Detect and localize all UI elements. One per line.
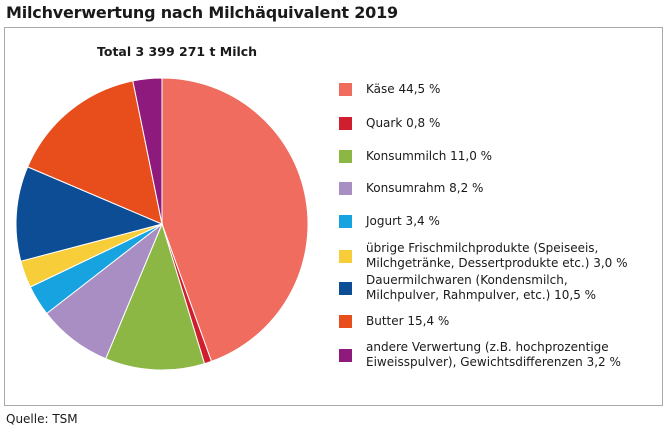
legend-label-5: übrige Frischmilchprodukte (Speiseeis, M… xyxy=(366,241,628,270)
pie-slice-0 xyxy=(161,77,309,363)
legend-swatch-8 xyxy=(339,348,352,362)
legend-item-3: Konsumrahm 8,2 % xyxy=(339,181,483,196)
legend-swatch-7 xyxy=(339,314,352,328)
pie-slice-6 xyxy=(15,166,164,262)
legend-item-1: Quark 0,8 % xyxy=(339,116,440,131)
legend-item-7: Butter 15,4 % xyxy=(339,314,449,329)
chart-subtitle: Total 3 399 271 t Milch xyxy=(97,44,258,59)
legend-swatch-5 xyxy=(339,249,352,263)
legend-label-1: Quark 0,8 % xyxy=(366,115,441,130)
legend-swatch-2 xyxy=(339,149,352,163)
chart-frame xyxy=(4,27,663,406)
legend-label-8: andere Verwertung (z.B. hochprozentige E… xyxy=(366,340,621,369)
legend-swatch-0 xyxy=(339,82,352,96)
legend-item-4: Jogurt 3,4 % xyxy=(339,214,440,229)
legend-label-0: Käse 44,5 % xyxy=(366,81,441,96)
chart-title: Milchverwertung nach Milchäquivalent 201… xyxy=(6,3,398,22)
pie-slice-7 xyxy=(26,80,163,225)
legend-swatch-3 xyxy=(339,181,352,195)
legend-item-6: Dauermilchwaren (Kondensmilch, Milchpulv… xyxy=(339,273,596,303)
legend-label-6: Dauermilchwaren (Kondensmilch, Milchpulv… xyxy=(366,273,597,302)
legend-item-8: andere Verwertung (z.B. hochprozentige E… xyxy=(339,340,621,370)
legend: Käse 44,5 % Quark 0,8 % Konsummilch 11,0 %… xyxy=(339,0,659,400)
source-note: Quelle: TSM xyxy=(6,412,78,426)
legend-item-2: Konsummilch 11,0 % xyxy=(339,149,492,164)
legend-label-2: Konsummilch 11,0 % xyxy=(366,148,493,163)
legend-label-7: Butter 15,4 % xyxy=(366,313,450,328)
legend-item-5: übrige Frischmilchprodukte (Speiseeis, M… xyxy=(339,241,628,271)
legend-item-0: Käse 44,5 % xyxy=(339,82,440,97)
legend-swatch-1 xyxy=(339,116,352,130)
legend-swatch-6 xyxy=(339,281,352,295)
pie-slice-8 xyxy=(132,77,163,225)
legend-label-3: Konsumrahm 8,2 % xyxy=(366,180,484,195)
legend-label-4: Jogurt 3,4 % xyxy=(366,213,440,228)
pie-slice-2 xyxy=(105,222,206,371)
legend-swatch-4 xyxy=(339,214,352,228)
